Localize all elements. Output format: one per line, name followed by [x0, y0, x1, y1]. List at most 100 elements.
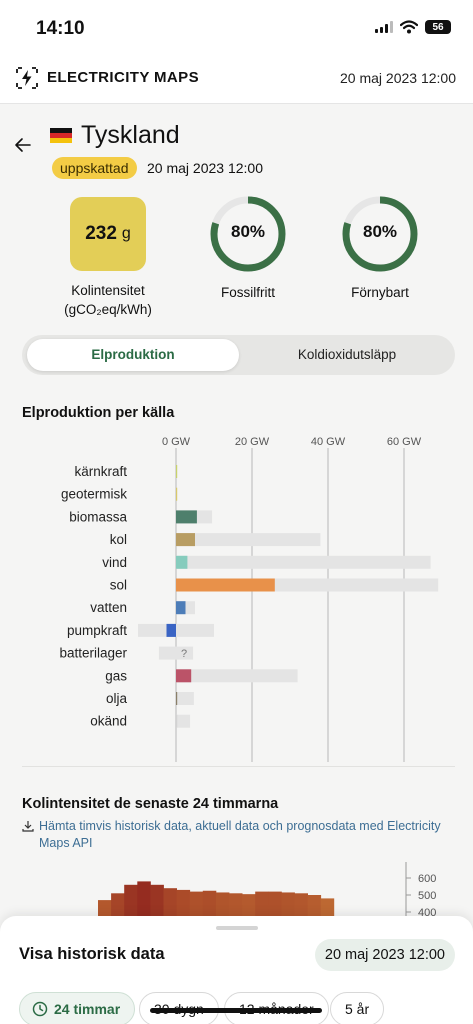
category-label: biomassa	[69, 509, 127, 524]
header-date: 20 maj 2023 12:00	[340, 70, 456, 86]
carbon-history-bar	[176, 889, 191, 922]
category-label: geotermisk	[61, 487, 127, 502]
y-tick-label: 600	[418, 873, 436, 885]
x-tick-label: 40 GW	[311, 436, 346, 448]
wifi-icon	[400, 20, 418, 34]
x-tick-label: 20 GW	[235, 436, 270, 448]
x-tick-label: 0 GW	[162, 436, 191, 448]
fossil-free-value: 80%	[230, 222, 266, 241]
range-5y-button[interactable]: 5 år	[330, 992, 385, 1024]
unknown-marker: ?	[181, 648, 187, 660]
carbon-intensity-label-line1: Kolintensitet	[71, 283, 145, 298]
fossil-free-label: Fossilfritt	[221, 285, 275, 300]
api-link-text[interactable]: Hämta timvis historisk data, aktuell dat…	[39, 819, 441, 850]
category-label: gas	[105, 668, 127, 683]
range-24h-button[interactable]: 24 timmar	[19, 992, 136, 1024]
section-divider	[22, 766, 455, 767]
germany-flag-icon	[50, 128, 72, 143]
category-label: pumpkraft	[67, 623, 127, 638]
app-name[interactable]: ELECTRICITY MAPS	[47, 69, 199, 86]
capacity-bar	[176, 555, 431, 569]
category-label: kol	[110, 532, 127, 547]
category-label: okänd	[90, 714, 127, 729]
production-bar[interactable]	[176, 601, 186, 615]
signal-icon	[375, 21, 393, 33]
carbon-history-bar	[137, 881, 151, 922]
carbon-history-bar	[215, 892, 230, 922]
production-bar[interactable]	[176, 692, 178, 705]
y-tick-label: 500	[418, 890, 436, 902]
download-icon	[22, 821, 34, 832]
production-bar[interactable]	[166, 623, 177, 637]
carbon-history-bar	[242, 894, 256, 922]
fossil-free-ring	[210, 196, 286, 272]
carbon-history-bar	[281, 892, 295, 922]
production-chart-svg: 0 GW 20 GW 40 GW 60 GW kärnkraft geotermisk bi…	[59, 436, 439, 762]
sheet-date-button[interactable]: 20 maj 2023 12:00	[314, 939, 455, 971]
carbon-history-bar	[268, 891, 282, 922]
carbon-history-title: Kolintensitet de senaste 24 timmarna	[22, 796, 279, 812]
x-tick-label: 60 GW	[387, 436, 422, 448]
carbon-history-bar	[111, 893, 125, 922]
production-bar[interactable]	[176, 510, 197, 524]
status-icons: 56	[375, 20, 451, 34]
carbon-intensity-unit: g	[121, 225, 131, 242]
production-chart: 0 GW 20 GW 40 GW 60 GW kärnkraft geotermisk bi…	[0, 432, 473, 762]
category-label: vind	[102, 555, 127, 570]
carbon-history-bar	[202, 890, 217, 922]
sheet-title: Visa historisk data	[19, 945, 165, 963]
production-title: Elproduktion per källa	[22, 405, 175, 421]
carbon-intensity-box: 232 g	[70, 197, 146, 271]
production-bar[interactable]	[176, 487, 178, 501]
battery-icon: 56	[425, 20, 451, 34]
carbon-history-bar	[163, 888, 177, 922]
production-bar[interactable]	[176, 533, 195, 547]
carbon-history-bar	[124, 884, 138, 922]
toggle-emissions[interactable]: Koldioxidutsläpp	[297, 347, 397, 362]
zone-date: 20 maj 2023 12:00	[147, 160, 263, 176]
carbon-history-bar	[255, 891, 269, 922]
api-link[interactable]: Hämta timvis historisk data, aktuell dat…	[22, 818, 442, 852]
history-sheet: Visa historisk data 20 maj 2023 12:00 24…	[0, 916, 473, 1024]
renewable-label: Förnybart	[351, 285, 409, 300]
renewable-ring	[342, 196, 418, 272]
sheet-handle[interactable]	[216, 926, 258, 930]
carbon-history-bar	[229, 893, 243, 922]
carbon-history-chart: 600 500 400	[0, 862, 473, 922]
range-24h-label: 24 timmar	[54, 1001, 121, 1017]
app-header: ELECTRICITY MAPS 20 maj 2023 12:00	[0, 56, 473, 104]
carbon-intensity-label-line2: (gCO₂eq/kWh)	[64, 302, 152, 317]
category-label: sol	[110, 578, 127, 593]
capacity-bar	[176, 714, 191, 728]
carbon-intensity-value: 232	[85, 223, 117, 244]
category-label: batterilager	[59, 646, 127, 661]
capacity-bar	[176, 533, 321, 547]
back-arrow-icon[interactable]	[13, 135, 33, 155]
category-label: kärnkraft	[74, 464, 127, 479]
capacity-bar	[176, 669, 298, 683]
mode-toggle: Elproduktion Koldioxidutsläpp	[22, 335, 455, 375]
capacity-bar	[158, 646, 194, 660]
lightning-logo-icon	[16, 67, 38, 89]
home-indicator	[150, 1008, 322, 1013]
renewable-value: 80%	[362, 222, 398, 241]
category-label: olja	[106, 691, 128, 706]
capacity-bar	[176, 692, 194, 705]
status-time: 14:10	[36, 18, 85, 39]
production-bar[interactable]	[176, 714, 178, 728]
production-bar[interactable]	[176, 465, 178, 478]
category-label: vatten	[90, 600, 127, 615]
production-bar[interactable]	[176, 555, 188, 569]
clock-icon	[32, 1001, 48, 1017]
carbon-history-bar	[294, 893, 308, 922]
status-bar: 14:10 56	[0, 0, 473, 56]
carbon-history-bar	[189, 891, 204, 922]
estimated-badge: uppskattad	[52, 157, 137, 179]
zone-name: Tyskland	[81, 121, 180, 149]
production-bar[interactable]	[176, 669, 192, 683]
carbon-history-bar	[150, 884, 164, 922]
production-bar[interactable]	[176, 578, 275, 592]
toggle-production[interactable]: Elproduktion	[27, 339, 239, 371]
carbon-intensity-label: Kolintensitet (gCO₂eq/kWh)	[55, 281, 161, 319]
